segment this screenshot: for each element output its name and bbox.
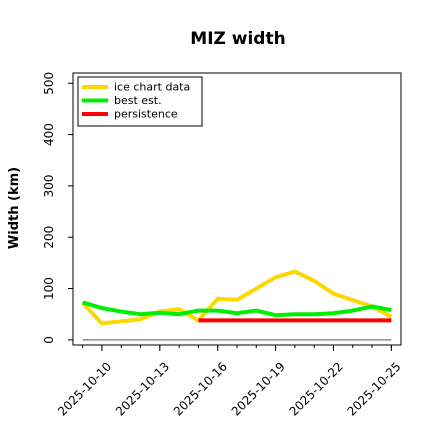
legend-label: persistence [114,108,178,121]
y-tick-label: 0 [42,336,56,344]
y-tick-label: 300 [42,174,56,197]
legend-label: ice chart data [114,81,190,94]
plot-marks [81,269,393,341]
legend-label: best est. [114,94,162,107]
series-line-ice-chart-data [81,269,393,326]
x-axis: 2025-10-102025-10-132025-10-162025-10-19… [55,345,404,419]
y-tick-label: 200 [42,226,56,249]
x-tick-label: 2025-10-22 [287,359,346,418]
series-line-best-est- [82,300,392,318]
y-axis-label: Width (km) [7,167,22,249]
x-tick-label: 2025-10-16 [171,359,230,418]
x-tick-label: 2025-10-25 [344,359,403,418]
x-tick-label: 2025-10-19 [229,359,288,418]
x-tick-label: 2025-10-13 [113,359,172,418]
y-tick-label: 100 [42,277,56,300]
y-axis: 0 100 200 300 400 500 [42,72,73,344]
x-tick-label: 2025-10-10 [55,359,114,418]
y-tick-label: 400 [42,123,56,146]
chart-title: MIZ width [190,29,285,49]
y-tick-label: 500 [42,72,56,95]
